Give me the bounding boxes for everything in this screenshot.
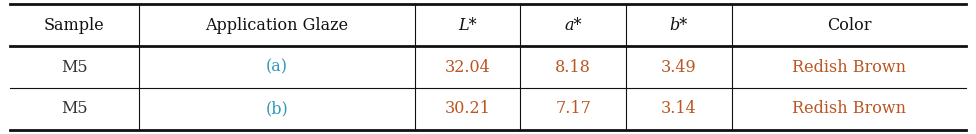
Text: Application Glaze: Application Glaze <box>205 16 348 34</box>
Text: 3.14: 3.14 <box>661 100 697 118</box>
Text: Redish Brown: Redish Brown <box>792 100 906 118</box>
Text: a*: a* <box>564 16 582 34</box>
Text: M5: M5 <box>61 59 88 75</box>
Text: 30.21: 30.21 <box>444 100 490 118</box>
Text: (b): (b) <box>265 100 288 118</box>
Text: Sample: Sample <box>44 16 104 34</box>
Text: 8.18: 8.18 <box>555 59 591 75</box>
Text: Color: Color <box>827 16 872 34</box>
Text: L*: L* <box>458 16 476 34</box>
Text: 3.49: 3.49 <box>661 59 697 75</box>
Text: 7.17: 7.17 <box>555 100 591 118</box>
Text: 32.04: 32.04 <box>445 59 490 75</box>
Text: Redish Brown: Redish Brown <box>792 59 906 75</box>
Text: b*: b* <box>670 16 688 34</box>
Text: M5: M5 <box>61 100 88 118</box>
Text: (a): (a) <box>265 59 288 75</box>
